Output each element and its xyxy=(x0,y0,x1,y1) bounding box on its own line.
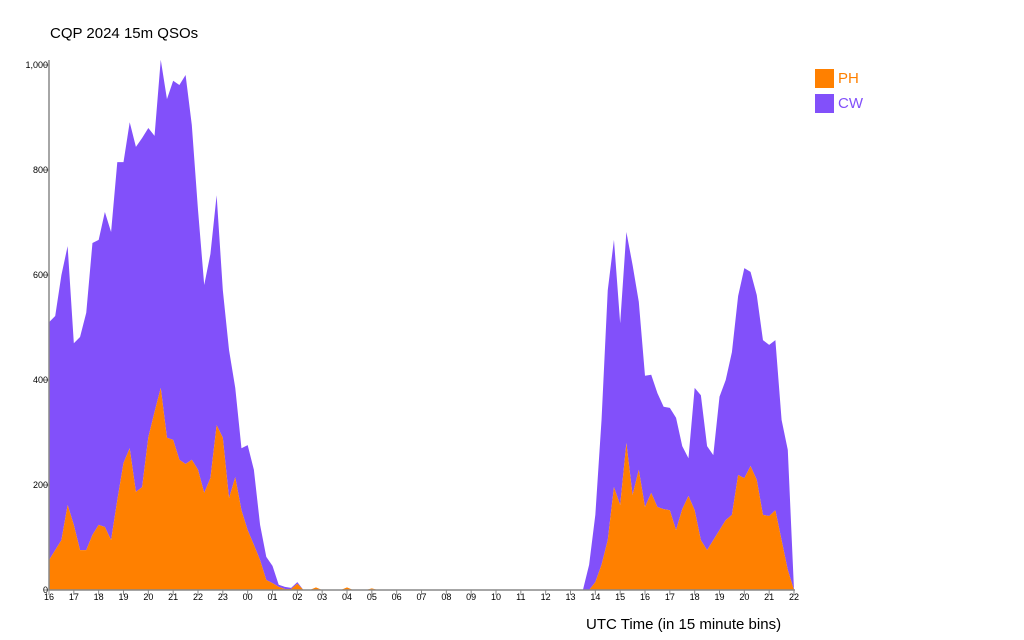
x-tick-label: 18 xyxy=(690,592,700,602)
x-tick-label: 02 xyxy=(292,592,302,602)
area-ph xyxy=(49,387,794,590)
x-tick-label: 00 xyxy=(243,592,253,602)
x-tick-label: 22 xyxy=(193,592,203,602)
y-tick-label: 0 xyxy=(43,585,48,595)
x-tick-label: 21 xyxy=(764,592,774,602)
x-tick-label: 08 xyxy=(441,592,451,602)
x-tick-label: 07 xyxy=(416,592,426,602)
x-tick-label: 04 xyxy=(342,592,352,602)
legend-item-ph: PH xyxy=(815,66,863,91)
x-tick-label: 20 xyxy=(143,592,153,602)
y-tick-label: 400 xyxy=(33,375,48,385)
y-tick-label: 1,000 xyxy=(25,60,48,70)
x-tick-label: 14 xyxy=(590,592,600,602)
x-tick-label: 17 xyxy=(69,592,79,602)
x-tick-label: 11 xyxy=(516,592,525,602)
y-tick-label: 200 xyxy=(33,480,48,490)
x-tick-label: 18 xyxy=(94,592,104,602)
x-tick-label: 13 xyxy=(565,592,575,602)
x-tick-label: 15 xyxy=(615,592,625,602)
x-tick-label: 16 xyxy=(44,592,54,602)
x-tick-label: 22 xyxy=(789,592,799,602)
legend: PH CW xyxy=(815,66,863,116)
x-tick-label: 01 xyxy=(267,592,277,602)
legend-label-ph: PH xyxy=(838,70,859,87)
x-tick-label: 19 xyxy=(118,592,128,602)
cw-swatch xyxy=(815,94,834,113)
chart-title: CQP 2024 15m QSOs xyxy=(50,25,199,42)
legend-label-cw: CW xyxy=(838,95,863,112)
legend-item-cw: CW xyxy=(815,91,863,116)
x-tick-label: 21 xyxy=(168,592,178,602)
x-tick-label: 20 xyxy=(739,592,749,602)
x-tick-label: 19 xyxy=(714,592,724,602)
ph-swatch xyxy=(815,69,834,88)
x-tick-label: 10 xyxy=(491,592,501,602)
y-tick-label: 800 xyxy=(33,165,48,175)
x-tick-label: 05 xyxy=(367,592,377,602)
x-tick-label: 09 xyxy=(466,592,476,602)
area-cw xyxy=(49,59,794,590)
x-tick-label: 23 xyxy=(218,592,228,602)
x-tick-label: 12 xyxy=(541,592,551,602)
x-axis-label: UTC Time (in 15 minute bins) xyxy=(586,616,782,633)
x-tick-label: 16 xyxy=(640,592,650,602)
y-tick-label: 600 xyxy=(33,270,48,280)
x-tick-label: 03 xyxy=(317,592,327,602)
x-tick-label: 06 xyxy=(392,592,402,602)
x-tick-label: 17 xyxy=(665,592,675,602)
